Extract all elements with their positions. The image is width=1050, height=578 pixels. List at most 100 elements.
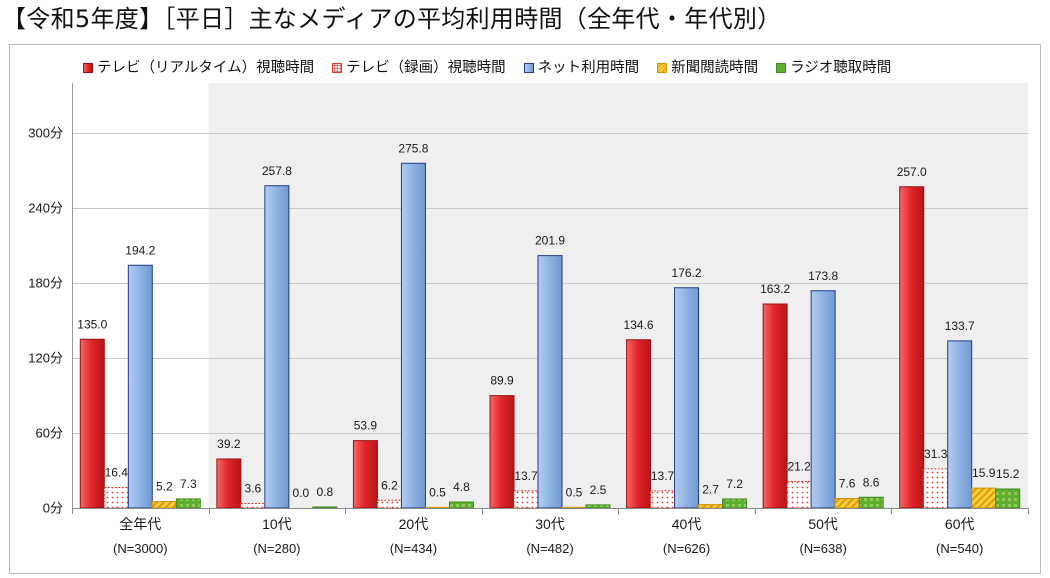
radio-value-label: 7.3 <box>180 477 197 491</box>
internet-value-label: 275.8 <box>398 141 428 155</box>
internet-bar <box>674 287 700 509</box>
category-n-label: (N=482) <box>526 541 573 556</box>
internet-bar <box>127 264 153 509</box>
tv-recorded-bar <box>376 499 402 509</box>
legend-item-internet: ネット利用時間 <box>523 59 640 77</box>
newspaper-bar <box>424 506 450 509</box>
internet-value-label: 257.8 <box>262 164 292 178</box>
newspaper-bar <box>834 498 860 509</box>
category-n-label: (N=280) <box>253 541 300 556</box>
category-n-label: (N=3000) <box>113 541 168 556</box>
newspaper-value-label: 0.5 <box>566 485 583 499</box>
internet-value-label: 201.9 <box>535 234 565 248</box>
y-tick-label: 120分 <box>28 351 63 366</box>
tv-recorded-bar <box>650 490 676 509</box>
chart-title: 【令和5年度】［平日］主なメディアの平均利用時間（全年代・年代別） <box>2 5 782 33</box>
plot-background-shaded <box>208 83 1029 508</box>
tv-recorded-value-label: 3.6 <box>245 482 262 496</box>
tv-realtime-bar <box>216 458 242 509</box>
y-axis: 0分 60分 120分 180分 240分 300分 <box>28 83 73 516</box>
newspaper-bar <box>698 504 724 509</box>
legend-swatch-tv-realtime <box>83 63 93 73</box>
radio-bar <box>858 496 884 509</box>
tv-realtime-value-label: 89.9 <box>490 374 514 388</box>
tv-recorded-bar <box>103 487 129 509</box>
category-label: 全年代 <box>119 516 161 532</box>
tv-recorded-value-label: 21.2 <box>787 460 811 474</box>
y-tick-label: 60分 <box>36 426 63 441</box>
bars <box>79 162 1021 509</box>
internet-value-label: 133.7 <box>945 319 975 333</box>
tv-recorded-bar <box>513 490 539 509</box>
internet-bar <box>947 340 973 509</box>
radio-bar <box>175 498 201 509</box>
legend-label-tv-recorded: テレビ（録画）視聴時間 <box>346 60 506 76</box>
legend-label-radio: ラジオ聴取時間 <box>790 60 892 76</box>
internet-bar <box>537 255 563 509</box>
category-label: 60代 <box>945 516 975 532</box>
chart-legend: テレビ（リアルタイム）視聴時間 テレビ（録画）視聴時間 ネット利用時間 新聞閲読… <box>83 59 891 77</box>
legend-item-tv-recorded: テレビ（録画）視聴時間 <box>332 59 506 77</box>
newspaper-value-label: 5.2 <box>156 480 173 494</box>
tv-realtime-bar <box>899 186 925 509</box>
tv-recorded-bar <box>240 503 266 509</box>
value-labels: 135.0 39.2 53.9 89.9 134.6 163.2 257.0 16.4 3.6 6… <box>77 141 1019 500</box>
newspaper-value-label: 0.5 <box>429 485 446 499</box>
internet-bar <box>400 162 426 509</box>
x-axis: 全年代 (N=3000) 10代 (N=280) 20代 (N=434) 30代 (N=482… <box>72 508 1029 556</box>
radio-value-label: 15.2 <box>996 467 1020 481</box>
category-n-label: (N=540) <box>936 541 983 556</box>
radio-value-label: 2.5 <box>590 483 607 497</box>
category-label: 50代 <box>808 516 838 532</box>
category-label: 10代 <box>262 516 292 532</box>
radio-bar <box>722 498 748 509</box>
internet-value-label: 173.8 <box>808 269 838 283</box>
radio-bar <box>448 501 474 509</box>
tv-realtime-value-label: 163.2 <box>760 282 790 296</box>
radio-bar <box>995 488 1021 509</box>
newspaper-value-label: 15.9 <box>972 466 996 480</box>
tv-recorded-value-label: 31.3 <box>924 447 948 461</box>
tv-recorded-value-label: 13.7 <box>651 469 675 483</box>
legend-item-tv-realtime: テレビ（リアルタイム）視聴時間 <box>83 59 314 77</box>
tv-recorded-value-label: 6.2 <box>381 478 398 492</box>
y-tick-label: 180分 <box>28 276 63 291</box>
category-label: 30代 <box>535 516 565 532</box>
tv-recorded-value-label: 13.7 <box>514 469 538 483</box>
radio-value-label: 7.2 <box>726 477 743 491</box>
internet-bar <box>264 185 290 509</box>
legend-label-newspaper: 新聞閲読時間 <box>671 60 759 76</box>
y-tick-label: 300分 <box>28 126 63 141</box>
category-n-label: (N=638) <box>799 541 846 556</box>
radio-bar <box>585 504 611 509</box>
radio-value-label: 8.6 <box>863 475 880 489</box>
newspaper-value-label: 0.0 <box>293 486 310 500</box>
tv-recorded-value-label: 16.4 <box>105 466 129 480</box>
legend-label-tv-realtime: テレビ（リアルタイム）視聴時間 <box>97 60 315 76</box>
legend-swatch-internet <box>523 63 534 73</box>
tv-realtime-bar <box>626 339 652 509</box>
legend-item-radio: ラジオ聴取時間 <box>776 59 891 77</box>
legend-swatch-newspaper <box>657 63 668 73</box>
tv-realtime-bar <box>79 338 105 509</box>
legend-label-internet: ネット利用時間 <box>537 60 640 76</box>
y-tick-label: 240分 <box>28 201 63 216</box>
tv-realtime-value-label: 257.0 <box>897 165 927 179</box>
tv-realtime-value-label: 39.2 <box>217 437 241 451</box>
tv-realtime-bar <box>352 440 378 509</box>
tv-realtime-value-label: 53.9 <box>354 419 378 433</box>
internet-value-label: 176.2 <box>672 266 702 280</box>
newspaper-value-label: 2.7 <box>702 483 719 497</box>
newspaper-bar <box>971 487 997 509</box>
category-label: 40代 <box>672 516 702 532</box>
category-label: 20代 <box>399 516 429 532</box>
category-n-label: (N=434) <box>390 541 437 556</box>
internet-bar <box>810 290 836 509</box>
internet-value-label: 194.2 <box>125 243 155 257</box>
legend-item-newspaper: 新聞閲読時間 <box>657 59 758 77</box>
radio-value-label: 0.8 <box>317 485 334 499</box>
newspaper-bar <box>561 506 587 509</box>
y-tick-label: 0分 <box>43 501 63 516</box>
tv-realtime-bar <box>489 395 515 509</box>
